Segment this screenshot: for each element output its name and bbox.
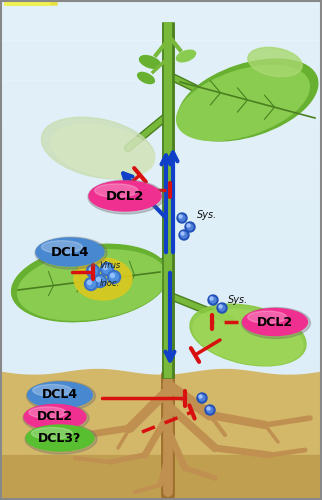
Bar <box>0 40 322 80</box>
Text: DCL3?: DCL3? <box>38 432 82 444</box>
Ellipse shape <box>42 117 155 179</box>
Ellipse shape <box>23 404 89 432</box>
Ellipse shape <box>24 404 86 429</box>
Bar <box>0 160 322 200</box>
Circle shape <box>90 268 93 272</box>
Ellipse shape <box>32 428 72 439</box>
Circle shape <box>199 395 202 398</box>
Ellipse shape <box>95 184 138 198</box>
Text: Sys.: Sys. <box>228 295 248 305</box>
Circle shape <box>208 295 218 305</box>
Bar <box>0 320 322 360</box>
Circle shape <box>177 213 187 223</box>
Ellipse shape <box>52 124 155 178</box>
Circle shape <box>87 280 96 288</box>
Circle shape <box>88 280 91 284</box>
Circle shape <box>97 278 100 281</box>
Circle shape <box>110 274 115 278</box>
Ellipse shape <box>18 250 166 320</box>
Ellipse shape <box>88 180 164 214</box>
Circle shape <box>89 266 98 276</box>
Circle shape <box>96 276 105 285</box>
Ellipse shape <box>74 258 132 300</box>
Circle shape <box>102 264 111 274</box>
Bar <box>2 375 320 498</box>
Ellipse shape <box>242 308 310 338</box>
Circle shape <box>108 270 120 283</box>
Circle shape <box>185 222 195 232</box>
Circle shape <box>210 297 216 303</box>
Bar <box>0 200 322 240</box>
Ellipse shape <box>248 311 287 323</box>
Circle shape <box>187 224 193 230</box>
Bar <box>0 240 322 280</box>
Ellipse shape <box>27 382 92 408</box>
Circle shape <box>181 232 184 235</box>
Bar <box>0 280 322 320</box>
Text: DCL2: DCL2 <box>37 410 73 424</box>
Circle shape <box>219 305 222 308</box>
Text: DCL4: DCL4 <box>51 246 89 258</box>
Ellipse shape <box>176 50 195 62</box>
Ellipse shape <box>89 181 161 211</box>
Ellipse shape <box>193 309 303 365</box>
Circle shape <box>179 230 189 240</box>
Ellipse shape <box>26 425 94 451</box>
Ellipse shape <box>178 59 318 141</box>
Circle shape <box>197 393 207 403</box>
Ellipse shape <box>36 238 104 266</box>
Circle shape <box>84 278 98 290</box>
Ellipse shape <box>33 384 72 396</box>
Circle shape <box>100 262 113 276</box>
Ellipse shape <box>25 424 97 454</box>
Ellipse shape <box>176 66 309 140</box>
Bar <box>0 80 322 120</box>
Text: DCL2: DCL2 <box>106 190 144 202</box>
Ellipse shape <box>29 407 66 418</box>
Ellipse shape <box>137 72 154 84</box>
Circle shape <box>179 215 185 221</box>
Circle shape <box>181 232 187 238</box>
Text: Sys.: Sys. <box>197 210 217 220</box>
Ellipse shape <box>248 48 302 76</box>
Text: Virus: Virus <box>99 261 121 270</box>
Ellipse shape <box>139 56 160 68</box>
Circle shape <box>205 405 215 415</box>
Circle shape <box>87 264 99 278</box>
Text: DCL4: DCL4 <box>42 388 78 402</box>
Circle shape <box>207 407 210 410</box>
Circle shape <box>109 272 118 281</box>
Bar <box>0 0 322 40</box>
Ellipse shape <box>26 381 96 411</box>
Circle shape <box>179 215 182 218</box>
Circle shape <box>210 297 213 300</box>
Ellipse shape <box>190 304 306 366</box>
Circle shape <box>93 274 107 287</box>
Text: DCL2: DCL2 <box>257 316 293 328</box>
Bar <box>0 360 322 400</box>
Wedge shape <box>5 0 57 5</box>
Circle shape <box>187 224 190 227</box>
Ellipse shape <box>42 240 82 254</box>
Circle shape <box>103 266 108 270</box>
Wedge shape <box>5 0 50 5</box>
Circle shape <box>219 305 225 311</box>
Bar <box>2 455 320 498</box>
Circle shape <box>217 303 227 313</box>
Ellipse shape <box>242 308 308 336</box>
Circle shape <box>199 395 205 401</box>
Circle shape <box>207 407 213 413</box>
Ellipse shape <box>35 237 107 269</box>
Text: Inoc.: Inoc. <box>100 279 120 288</box>
Bar <box>0 120 322 160</box>
Ellipse shape <box>12 244 168 322</box>
